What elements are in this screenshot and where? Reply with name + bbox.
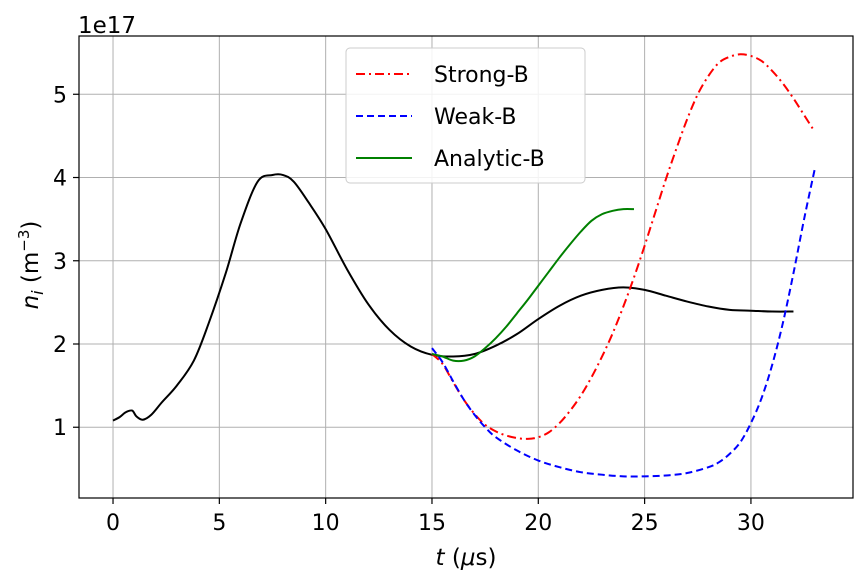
legend: Strong-B Weak-B Analytic-B bbox=[345, 47, 586, 184]
y-tick-label: 5 bbox=[53, 83, 67, 108]
y-tick-label: 3 bbox=[53, 250, 67, 275]
y-tick-label: 2 bbox=[53, 333, 67, 358]
y-axis-label: ni (m−3) bbox=[15, 221, 47, 310]
y-scale-label: 1e17 bbox=[78, 13, 136, 39]
series-line-baseline bbox=[112, 173, 794, 422]
x-tick-label: 5 bbox=[212, 511, 226, 536]
series-line-analytic-b bbox=[431, 208, 634, 363]
series-line-strong-b bbox=[431, 53, 816, 440]
x-tick-label: 15 bbox=[418, 511, 446, 536]
plot-frame bbox=[78, 35, 854, 499]
y-tick-label: 4 bbox=[53, 167, 67, 192]
legend-label-analytic-b: Analytic-B bbox=[434, 147, 545, 172]
x-tick-label: 20 bbox=[524, 511, 552, 536]
x-axis-label: t (μs) bbox=[436, 545, 497, 571]
series-line-weak-b bbox=[431, 168, 816, 478]
x-tick-label: 30 bbox=[737, 511, 765, 536]
tick-layer: 0 5 10 15 20 25 30 1 2 3 4 5 bbox=[53, 83, 765, 536]
series-layer bbox=[112, 53, 816, 478]
x-tick-label: 10 bbox=[312, 511, 340, 536]
y-tick-label: 1 bbox=[53, 416, 67, 441]
x-tick-label: 0 bbox=[106, 511, 120, 536]
legend-label-strong-b: Strong-B bbox=[434, 63, 529, 88]
legend-box bbox=[345, 47, 586, 184]
legend-label-weak-b: Weak-B bbox=[434, 105, 516, 130]
x-tick-label: 25 bbox=[631, 511, 659, 536]
